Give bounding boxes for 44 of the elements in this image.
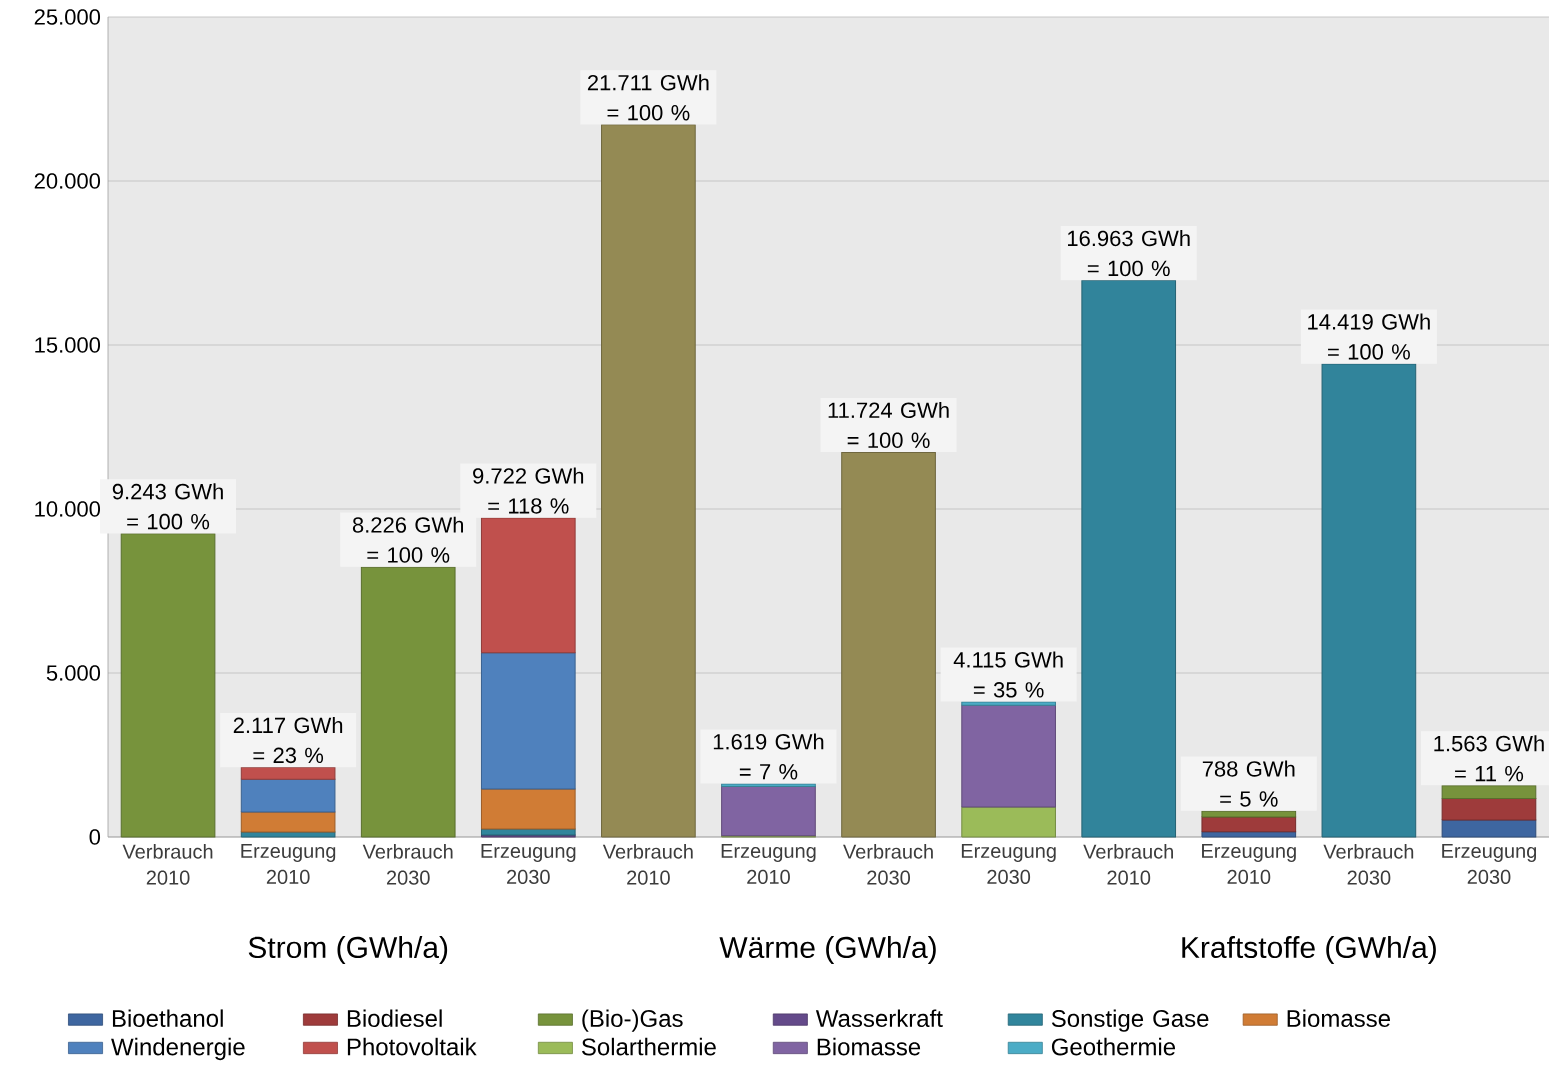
- x-tick-label: Erzeugung 2010: [721, 844, 816, 885]
- text: Kraftstoffe (GWh/a): [1182, 936, 1436, 965]
- y-tick-label: 20.000: [34, 173, 101, 189]
- x-tick-label: Erzeugung 2010: [1202, 844, 1296, 885]
- legend-label: Windenergie: [111, 1037, 245, 1061]
- x-tick-label: Erzeugung 2010: [241, 844, 336, 885]
- total-label: 9.722 GWh = 118 %: [473, 467, 584, 514]
- total-label: 8.226 GWh = 100 %: [352, 516, 463, 563]
- x-tick-label: Erzeugung 2030: [1442, 844, 1537, 885]
- x-tick-label: Verbrauch 2030: [362, 844, 453, 885]
- total-label: 16.963 GWh = 100 %: [1068, 230, 1190, 277]
- legend-label: Bioethanol: [112, 1009, 223, 1027]
- y-tick-label: 0: [89, 829, 101, 845]
- total-label: 2.117 GWh = 23 %: [233, 717, 343, 764]
- x-tick-label: Verbrauch 2010: [1083, 844, 1173, 885]
- y-tick-label: 15.000: [35, 337, 101, 353]
- text: Strom (GWh/a): [248, 936, 448, 965]
- legend-label: Biomasse: [817, 1037, 921, 1056]
- x-tick-label: Verbrauch 2010: [122, 844, 213, 885]
- x-tick-label: Verbrauch 2030: [843, 844, 933, 885]
- total-label: 4.115 GWh = 35 %: [953, 651, 1063, 698]
- total-label: 11.724 GWh = 100 %: [828, 401, 949, 449]
- legend-label: Geothermie: [1051, 1037, 1176, 1056]
- x-tick-label: Erzeugung 2030: [481, 844, 576, 885]
- y-tick-label: 25.000: [34, 9, 101, 25]
- total-label: 1.563 GWh = 11 %: [1434, 735, 1544, 782]
- total-label: 21.711 GWh = 100 %: [587, 74, 709, 121]
- legend-label: Sonstige Gase: [1051, 1009, 1209, 1032]
- legend-label: Photovoltaik: [347, 1037, 477, 1056]
- y-tick-label: 10.000: [35, 501, 101, 517]
- legend-label: Biodiesel: [347, 1009, 442, 1027]
- legend-label: (Bio-)Gas: [582, 1009, 683, 1032]
- total-label: 788 GWh = 5 %: [1202, 760, 1295, 807]
- x-tick-label: Erzeugung 2030: [961, 844, 1056, 885]
- x-tick-label: Verbrauch 2010: [602, 844, 693, 885]
- x-tick-label: Verbrauch 2030: [1323, 844, 1414, 885]
- legend-label: Solarthermie: [581, 1037, 716, 1056]
- legend-label: Wasserkraft: [815, 1009, 943, 1027]
- legend-label: Biomasse: [1287, 1009, 1390, 1027]
- total-label: 14.419 GWh = 100 %: [1308, 313, 1430, 360]
- y-tick-label: 5.000: [46, 665, 101, 681]
- text: Wärme (GWh/a): [719, 936, 936, 965]
- total-label: 1.619 GWh = 7 %: [713, 733, 824, 780]
- total-label: 9.243 GWh = 100 %: [112, 483, 223, 530]
